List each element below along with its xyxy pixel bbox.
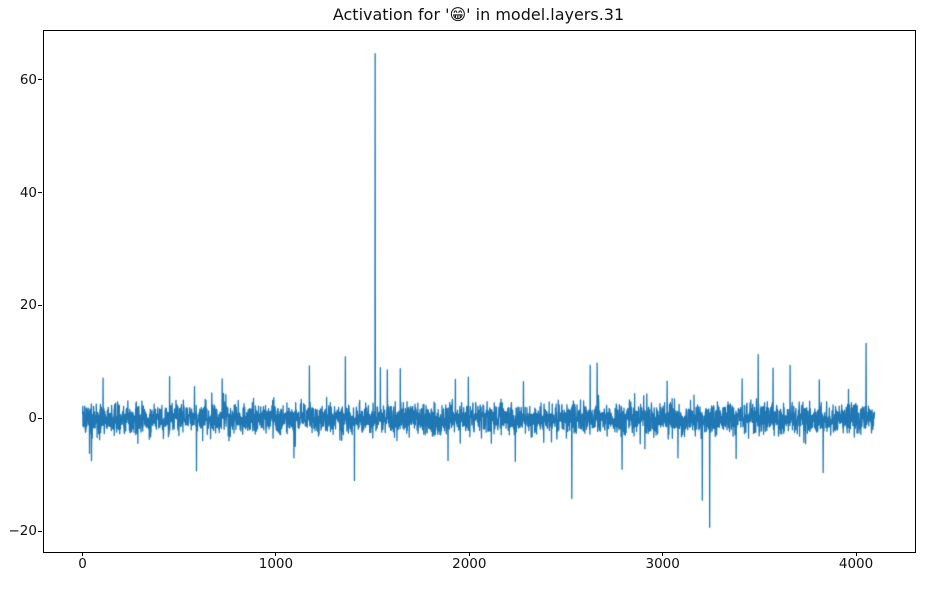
- x-axis-tick: [855, 552, 857, 556]
- x-axis-tick: [82, 552, 84, 556]
- y-axis-tick-label: 40: [19, 184, 37, 201]
- y-axis-tick: [38, 79, 42, 81]
- x-axis-tick: [275, 552, 277, 556]
- y-axis-tick-label: 60: [19, 71, 37, 88]
- y-axis-tick: [38, 192, 42, 194]
- x-axis-tick-label: 1000: [258, 556, 294, 572]
- y-axis-tick: [38, 304, 42, 306]
- y-axis-tick-label: −20: [8, 523, 38, 540]
- y-axis-tick-label: 20: [19, 297, 37, 314]
- chart-title: Activation for '😁' in model.layers.31: [332, 5, 625, 24]
- x-axis-tick-label: 2000: [452, 556, 487, 572]
- y-axis-tick: [38, 417, 42, 419]
- x-axis-tick-label: 4000: [838, 556, 874, 572]
- x-axis-tick: [468, 552, 470, 556]
- y-axis-tick: [38, 530, 42, 532]
- x-axis-tick: [662, 552, 664, 556]
- x-axis-tick-label: 3000: [645, 556, 680, 572]
- x-axis-tick-label: 0: [78, 556, 87, 572]
- y-axis-tick-label: 0: [28, 410, 37, 427]
- series-line-canvas: [43, 30, 914, 551]
